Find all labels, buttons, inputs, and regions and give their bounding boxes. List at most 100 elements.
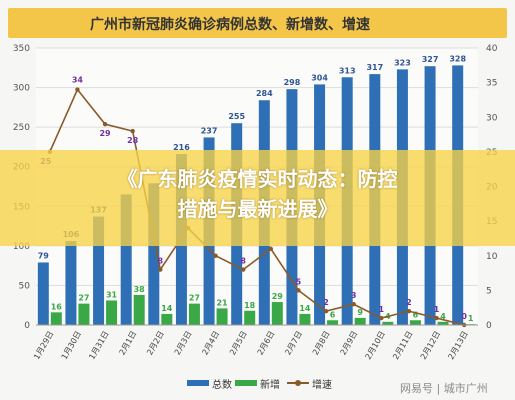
bar-new (382, 321, 394, 325)
right-tick-label: 30 (486, 113, 498, 123)
data-label-new: 27 (189, 294, 200, 303)
left-tick-label: 50 (19, 281, 31, 291)
data-label-growth: 34 (72, 76, 84, 85)
data-label-new: 21 (216, 298, 228, 307)
x-tick-label: 2月3日 (173, 330, 194, 357)
data-label-total: 237 (201, 126, 218, 135)
data-label-new: 18 (244, 301, 256, 310)
data-label-new: 14 (161, 304, 173, 313)
data-label-total: 255 (228, 112, 245, 121)
legend-label-new: 新增 (260, 380, 280, 391)
x-tick-label: 1月30日 (60, 330, 83, 362)
bar-new (354, 317, 366, 325)
data-label-new: 9 (357, 308, 363, 317)
data-label-growth: 2 (406, 298, 412, 307)
overlay-title: 《广东肺炎疫情实时动态：防控 措施与最新进展》 (0, 164, 515, 224)
bar-new (244, 310, 256, 325)
data-label-new: 1 (468, 314, 474, 323)
growth-point (158, 267, 163, 272)
bar-new (409, 320, 421, 325)
data-label-total: 328 (449, 54, 466, 63)
data-label-total: 313 (339, 66, 356, 75)
bar-new (161, 313, 173, 325)
growth-point (296, 288, 301, 293)
x-tick-label: 2月10日 (364, 330, 387, 362)
data-label-growth: 29 (99, 129, 111, 138)
data-label-total: 323 (394, 58, 411, 67)
growth-point (102, 121, 108, 127)
legend-swatch-total (187, 380, 209, 386)
x-tick-label: 2月9日 (339, 330, 360, 357)
growth-line (49, 88, 465, 326)
data-label-total: 79 (38, 251, 50, 260)
data-label-growth: 8 (240, 257, 246, 266)
bar-new (78, 303, 90, 325)
data-label-growth: 0 (461, 312, 467, 321)
x-tick-label: 2月2日 (145, 330, 166, 357)
legend-label-growth: 增速 (312, 380, 332, 391)
x-tick-label: 2月5日 (228, 330, 249, 357)
data-label-total: 298 (284, 78, 301, 87)
x-tick-label: 2月4日 (200, 330, 221, 357)
growth-point (323, 308, 329, 314)
bar-new (271, 302, 283, 325)
growth-point (213, 253, 218, 258)
data-label-total: 317 (366, 63, 383, 72)
bar-new (188, 303, 200, 325)
left-tick-label: 250 (13, 123, 30, 133)
data-label-total: 327 (422, 55, 439, 64)
data-label-growth: 1 (434, 305, 440, 314)
data-label-new: 14 (299, 304, 311, 313)
bar-total (120, 194, 132, 325)
x-tick-label: 2月11日 (391, 330, 414, 362)
overlay-title-line2: 措施与最新进展》 (177, 197, 338, 221)
right-tick-label: 0 (486, 321, 492, 331)
data-label-growth: 8 (158, 257, 164, 266)
data-label-growth: 28 (127, 136, 139, 145)
growth-point (379, 315, 384, 321)
left-tick-label: 0 (24, 321, 30, 331)
bar-new (50, 312, 62, 325)
growth-point (351, 302, 356, 307)
x-tick-label: 2月1日 (118, 330, 139, 357)
growth-point (268, 246, 274, 252)
left-tick-label: 300 (13, 84, 30, 94)
bar-new (437, 321, 449, 325)
growth-point (434, 315, 439, 321)
legend-label-total: 总数 (212, 380, 232, 391)
bar-new (327, 320, 339, 325)
data-label-new: 31 (106, 290, 118, 299)
data-label-new: 6 (413, 310, 419, 319)
x-tick-label: 2月12日 (419, 330, 442, 362)
legend-marker-growth (295, 380, 301, 386)
watermark: 网易号 | 城市广州 (400, 382, 488, 395)
data-label-growth: 2 (323, 298, 329, 307)
right-tick-label: 5 (486, 286, 492, 296)
legend-swatch-new (235, 380, 257, 386)
bar-total (93, 216, 105, 325)
data-label-new: 29 (272, 292, 284, 301)
bar-new (216, 308, 228, 325)
data-label-total: 284 (256, 89, 273, 98)
left-tick-label: 350 (13, 44, 30, 54)
x-tick-label: 1月31日 (87, 330, 110, 362)
overlay-banner: 《广东肺炎疫情实时动态：防控 措施与最新进展》 (0, 150, 515, 246)
right-tick-label: 40 (486, 44, 498, 54)
data-label-new: 38 (134, 285, 146, 294)
data-label-new: 4 (440, 312, 446, 321)
growth-point (130, 128, 135, 134)
right-tick-label: 35 (486, 79, 497, 89)
data-label-new: 16 (51, 302, 63, 311)
x-tick-label: 2月8日 (311, 330, 332, 357)
left-tick-label: 100 (13, 242, 30, 252)
bar-new (133, 294, 145, 325)
right-tick-label: 10 (486, 252, 498, 262)
bar-total (148, 183, 160, 325)
data-label-new: 27 (78, 294, 89, 303)
data-label-growth: 5 (296, 277, 302, 286)
x-tick-label: 2月6日 (256, 330, 277, 357)
x-tick-label: 2月7日 (283, 330, 304, 357)
growth-point (240, 267, 246, 272)
data-label-new: 6 (330, 310, 336, 319)
